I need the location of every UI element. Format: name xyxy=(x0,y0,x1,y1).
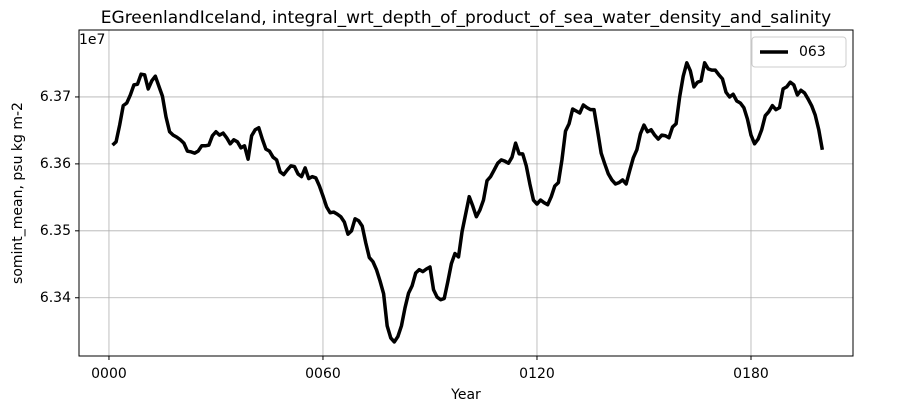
y-tick-label: 6.35 xyxy=(40,223,71,239)
x-tick-label: 0120 xyxy=(519,366,555,382)
data-line xyxy=(111,61,825,344)
y-tick-label: 6.37 xyxy=(40,89,71,105)
x-tick-label: 0180 xyxy=(733,366,769,382)
chart-title: EGreenlandIceland, integral_wrt_depth_of… xyxy=(101,8,831,28)
y-axis-label: somint_mean, psu kg m-2 xyxy=(10,102,26,284)
legend-label: 063 xyxy=(799,44,826,60)
x-tick-label: 0000 xyxy=(91,366,127,382)
y-tick-label: 6.34 xyxy=(40,290,71,306)
plot-frame xyxy=(78,29,854,357)
legend: 063 xyxy=(751,36,847,68)
y-tick-label: 6.36 xyxy=(40,156,71,172)
legend-box xyxy=(751,36,847,68)
x-axis-label: Year xyxy=(450,387,481,403)
x-tick-label: 0060 xyxy=(305,366,341,382)
offset-label: 1e7 xyxy=(79,32,105,48)
